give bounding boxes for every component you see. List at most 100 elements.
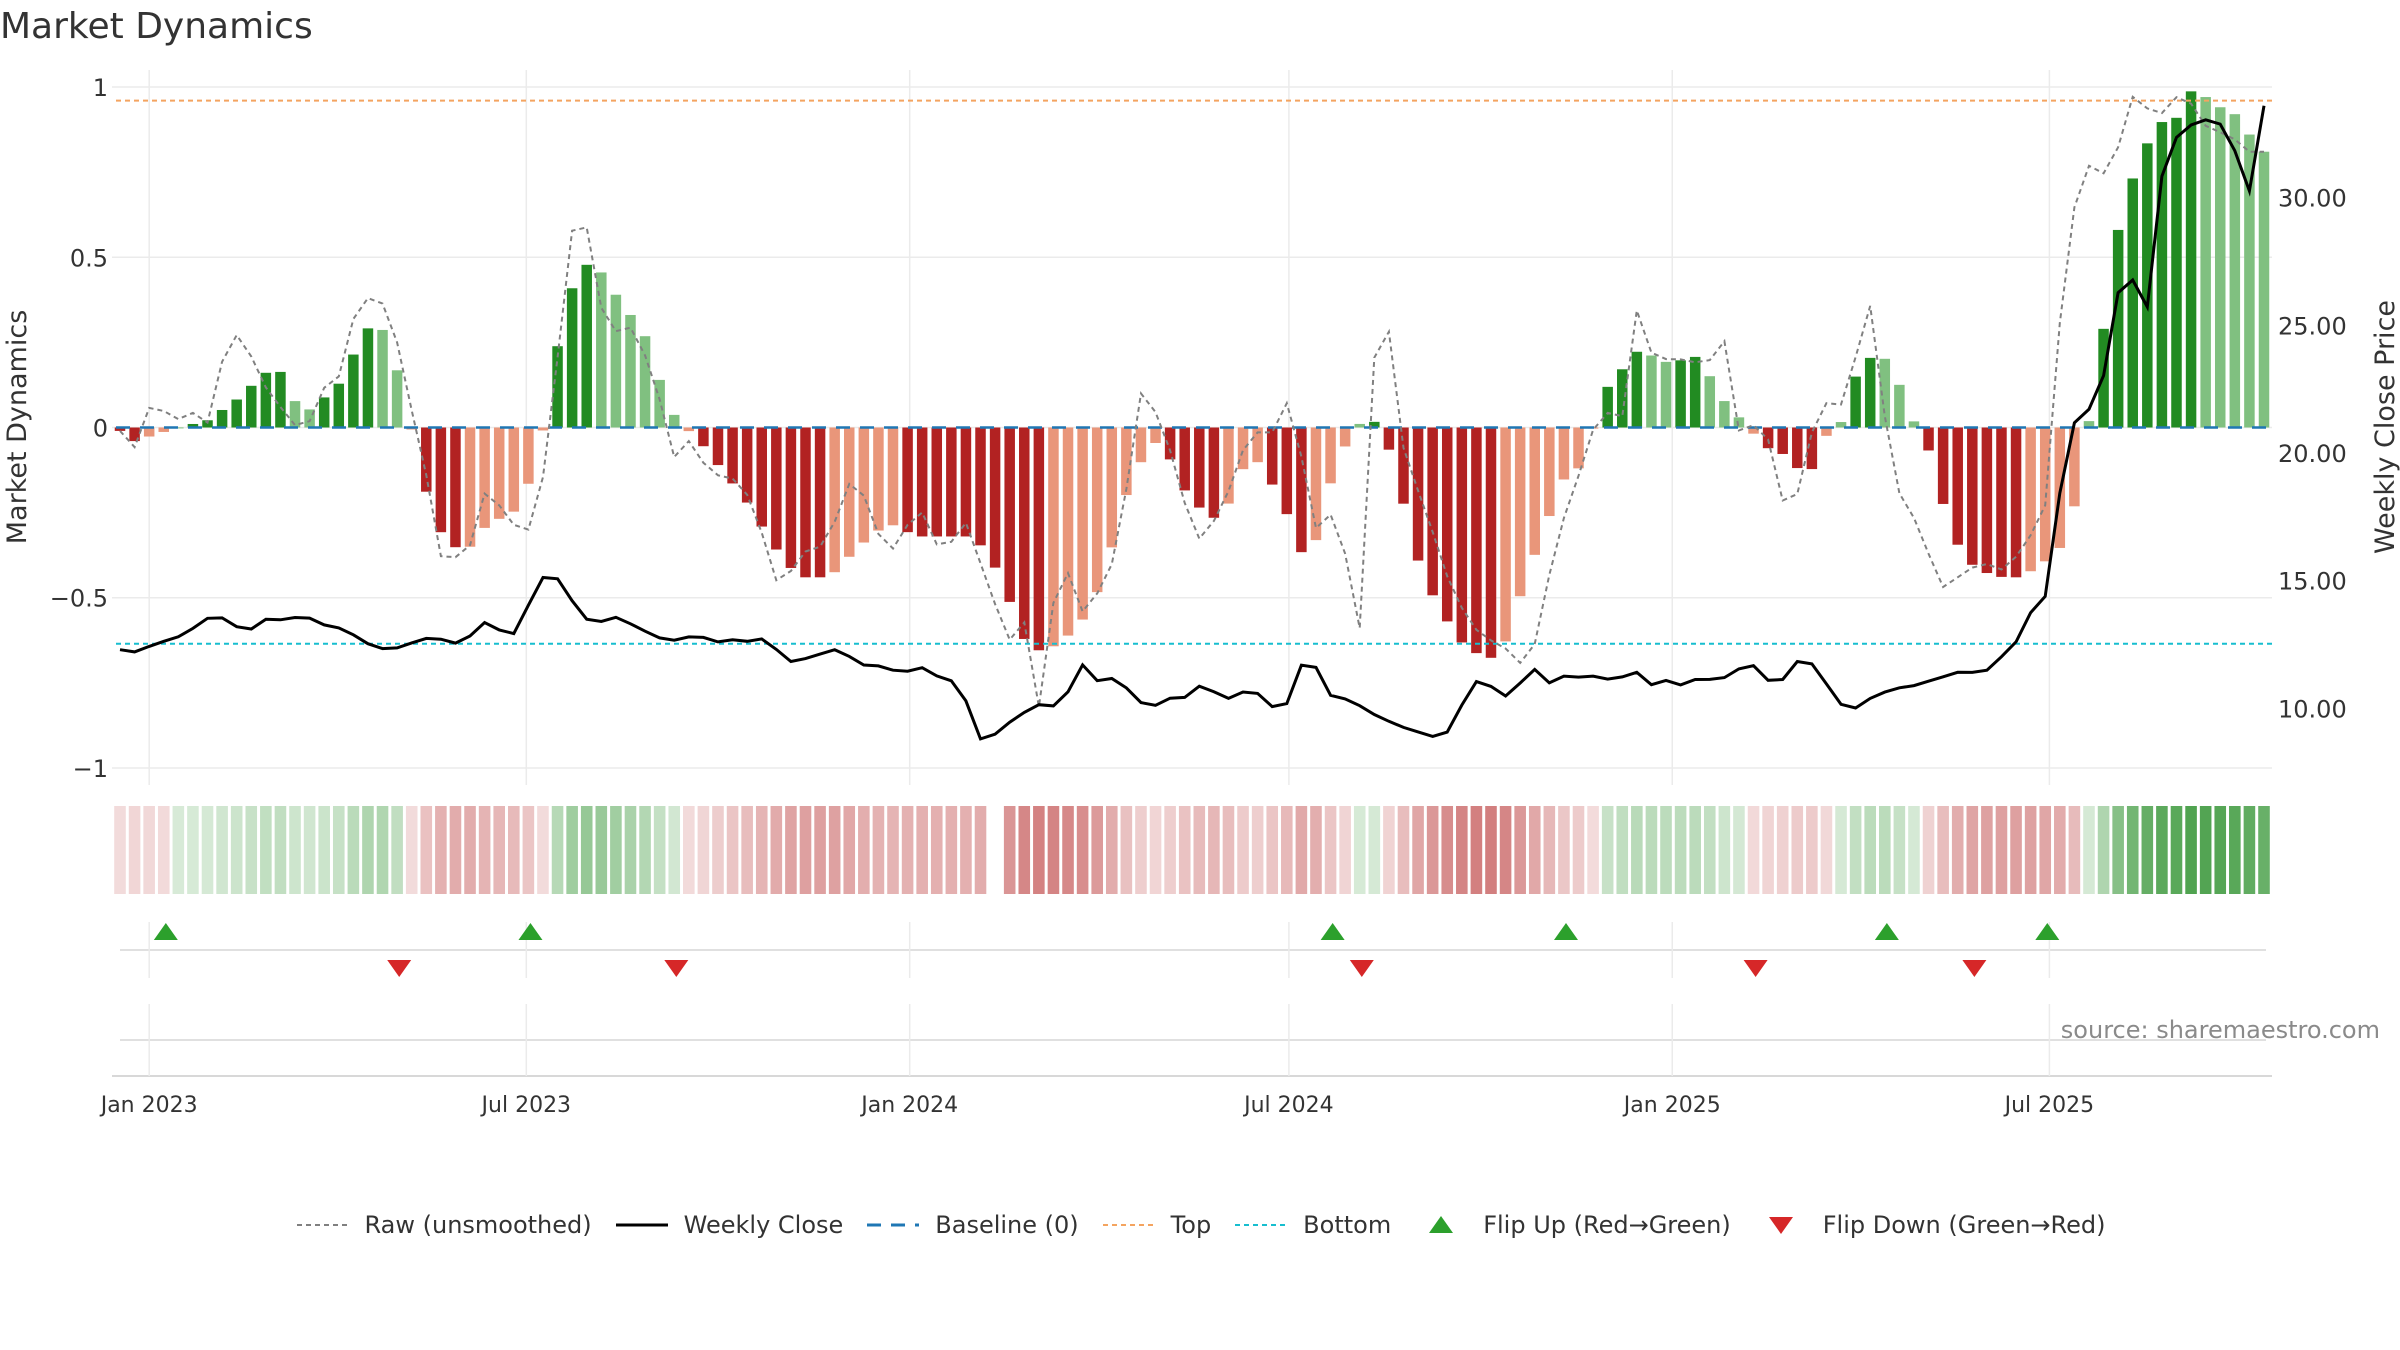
mood-bar — [2171, 117, 2182, 428]
mood-strip-cell — [1937, 806, 1949, 894]
mood-bar — [960, 427, 972, 537]
flip-up-marker — [1874, 923, 1899, 940]
mood-strip-cell — [741, 806, 753, 894]
mood-bar — [844, 427, 855, 557]
mood-strip-cell — [1412, 806, 1424, 894]
mood-bar — [1485, 427, 1497, 658]
mood-strip-cell — [1353, 806, 1366, 894]
mood-bar — [581, 264, 592, 428]
mood-strip-cell — [770, 806, 783, 894]
mood-bar — [741, 427, 753, 503]
mood-bar — [435, 427, 447, 533]
mood-bar — [887, 427, 899, 526]
mood-bar — [1573, 427, 1584, 469]
mood-bar — [1879, 358, 1891, 428]
mood-strip-cell — [566, 806, 578, 894]
mood-strip-cell — [2054, 806, 2066, 894]
mood-bar — [566, 288, 578, 428]
mood-bar — [1310, 427, 1322, 541]
mood-strip-cell — [2024, 806, 2037, 894]
axes: 1 0.5 0 −0.5 −1 30.00 25.00 20.00 15.00 10.00 Mark… — [2, 74, 2400, 783]
chart-title: Market Dynamics — [0, 6, 313, 47]
mood-bar — [1500, 427, 1511, 642]
mood-bar — [362, 328, 374, 428]
mood-strip-cell — [1908, 806, 1920, 894]
flip-down-marker — [1962, 960, 1987, 977]
legend-swatch-baseline — [865, 1213, 921, 1237]
mood-bar — [756, 427, 767, 527]
mood-strip-cell — [974, 806, 987, 894]
mood-strip-cell — [493, 806, 506, 894]
legend-item-flip-up: Flip Up (Red→Green) — [1413, 1211, 1731, 1239]
mood-strip-cell — [1835, 806, 1847, 894]
mood-strip-cell — [2010, 806, 2022, 894]
mood-strip-cell — [143, 806, 155, 894]
series-lines — [116, 95, 2272, 741]
mood-strip-cell — [2083, 806, 2095, 894]
legend-swatch-flip-up — [1413, 1213, 1469, 1237]
mood-strip-cell — [1689, 806, 1701, 894]
mood-bar — [1996, 427, 2007, 577]
mood-strip-cell — [726, 806, 739, 894]
mood-strip-cell — [1951, 806, 1964, 894]
mood-bar — [1602, 386, 1613, 428]
flip-down-marker — [1349, 960, 1374, 977]
mood-strip-cell — [1003, 806, 1016, 894]
mood-strip-cell — [201, 806, 214, 894]
mood-bar — [1704, 376, 1716, 428]
mood-bar — [1806, 427, 1818, 470]
mood-strip-cell — [318, 806, 330, 894]
mood-bar — [1894, 384, 1905, 428]
mood-bar — [902, 427, 913, 533]
mood-bar — [158, 427, 170, 432]
mood-strip-cell — [1966, 806, 1979, 894]
mood-bar — [1777, 427, 1788, 454]
raw-series-line — [119, 95, 2264, 707]
mood-strip-cell — [1485, 806, 1497, 894]
mood-bar — [202, 420, 213, 428]
mood-bar — [1952, 427, 1963, 545]
mood-bar — [712, 427, 724, 466]
mood-bar — [2229, 114, 2241, 428]
mood-bar — [858, 427, 870, 543]
mood-strip-cell — [2112, 806, 2124, 894]
flip-up-marker — [1554, 923, 1579, 940]
y2-tick-label: 20.00 — [2278, 440, 2347, 468]
mood-bar — [1266, 427, 1278, 485]
mood-strip-cell — [639, 806, 651, 894]
mood-strip-cell — [916, 806, 928, 894]
x-tick-label: Jan 2023 — [99, 1093, 198, 1118]
mood-bar — [2156, 122, 2168, 428]
mood-strip-cell — [1033, 806, 1045, 894]
mood-strip-cell — [1514, 806, 1526, 894]
mood-strip-cell — [187, 806, 199, 894]
mood-bar — [464, 427, 476, 547]
mood-bar — [625, 314, 636, 428]
legend-item-raw: Raw (unsmoothed) — [295, 1211, 592, 1239]
mood-bar — [1004, 427, 1015, 602]
mood-bar — [1967, 427, 1978, 565]
mood-bar — [698, 427, 709, 447]
mood-strip-cell — [960, 806, 972, 894]
mood-bar — [246, 385, 257, 428]
y2-tick-label: 10.00 — [2278, 695, 2347, 723]
mood-strip-cell — [624, 806, 637, 894]
mood-bar — [1019, 427, 1030, 639]
mood-bar — [2200, 97, 2211, 428]
mood-bar — [537, 427, 549, 431]
mood-bar — [2069, 427, 2080, 507]
mood-bar — [2127, 178, 2138, 428]
mood-bar — [348, 354, 359, 428]
mood-strip-cell — [420, 806, 433, 894]
y-tick-label: −1 — [73, 755, 108, 783]
mood-bar — [1208, 427, 1220, 518]
legend-swatch-top — [1101, 1213, 1157, 1237]
mood-strip-cell — [1135, 806, 1147, 894]
mood-strip-cell — [303, 806, 316, 894]
mood-bar — [1631, 351, 1643, 428]
legend-label: Bottom — [1303, 1211, 1392, 1239]
mood-strip-cell — [1456, 806, 1468, 894]
mood-bar — [1296, 427, 1307, 553]
mood-strip-cell — [580, 806, 593, 894]
